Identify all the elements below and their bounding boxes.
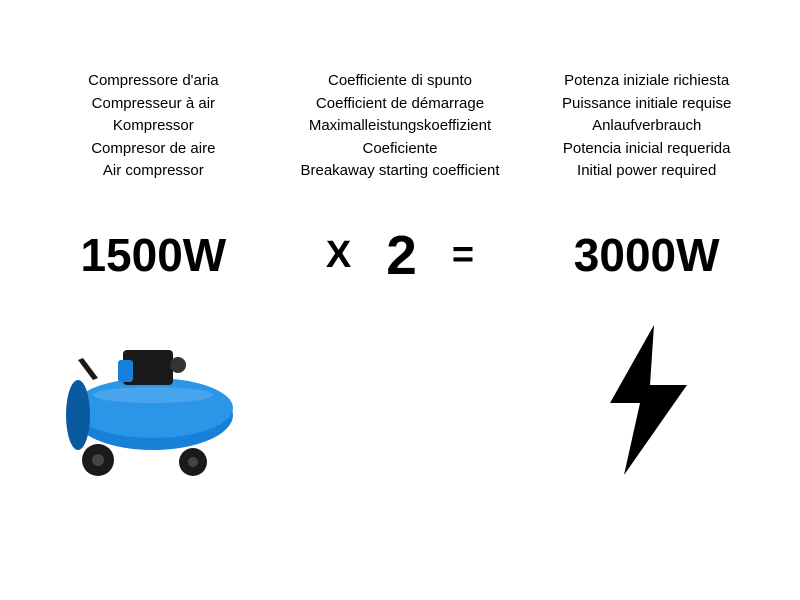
- coefficient-labels: Coefficiente di spunto Coefficient de dé…: [287, 70, 514, 190]
- label-it: Potenza iniziale richiesta: [533, 70, 760, 93]
- compressor-labels: Compressore d'aria Compresseur à air Kom…: [40, 70, 267, 190]
- column-compressor: Compressore d'aria Compresseur à air Kom…: [40, 70, 267, 480]
- label-de: Kompressor: [40, 115, 267, 138]
- coefficient-equation: X 2 =: [287, 220, 514, 290]
- label-es: Coeficiente: [287, 138, 514, 161]
- middle-icon-area: [287, 320, 514, 480]
- label-fr: Coefficient de démarrage: [287, 93, 514, 116]
- bolt-icon-area: [533, 320, 760, 480]
- compressor-icon: [53, 320, 253, 480]
- compressor-wattage: 1500W: [40, 220, 267, 290]
- label-it: Coefficiente di spunto: [287, 70, 514, 93]
- label-es: Potencia inicial requerida: [533, 138, 760, 161]
- infographic-columns: Compressore d'aria Compresseur à air Kom…: [40, 70, 760, 480]
- power-labels: Potenza iniziale richiesta Puissance ini…: [533, 70, 760, 190]
- compressor-icon-area: [40, 320, 267, 480]
- label-it: Compressore d'aria: [40, 70, 267, 93]
- label-en: Breakaway starting coefficient: [287, 160, 514, 183]
- label-es: Compresor de aire: [40, 138, 267, 161]
- column-coefficient: Coefficiente di spunto Coefficient de dé…: [287, 70, 514, 480]
- power-wattage: 3000W: [533, 220, 760, 290]
- label-fr: Puissance initiale requise: [533, 93, 760, 116]
- label-fr: Compresseur à air: [40, 93, 267, 116]
- equals-operator: =: [452, 234, 474, 277]
- multiply-operator: X: [326, 234, 351, 277]
- coefficient-value: 2: [386, 223, 417, 287]
- column-power: Potenza iniziale richiesta Puissance ini…: [533, 70, 760, 480]
- label-en: Initial power required: [533, 160, 760, 183]
- lightning-bolt-icon: [592, 325, 702, 475]
- power-value: 3000W: [574, 228, 720, 282]
- label-de: Maximalleistungskoeffizient: [287, 115, 514, 138]
- wattage-value: 1500W: [80, 228, 226, 282]
- label-en: Air compressor: [40, 160, 267, 183]
- label-de: Anlaufverbrauch: [533, 115, 760, 138]
